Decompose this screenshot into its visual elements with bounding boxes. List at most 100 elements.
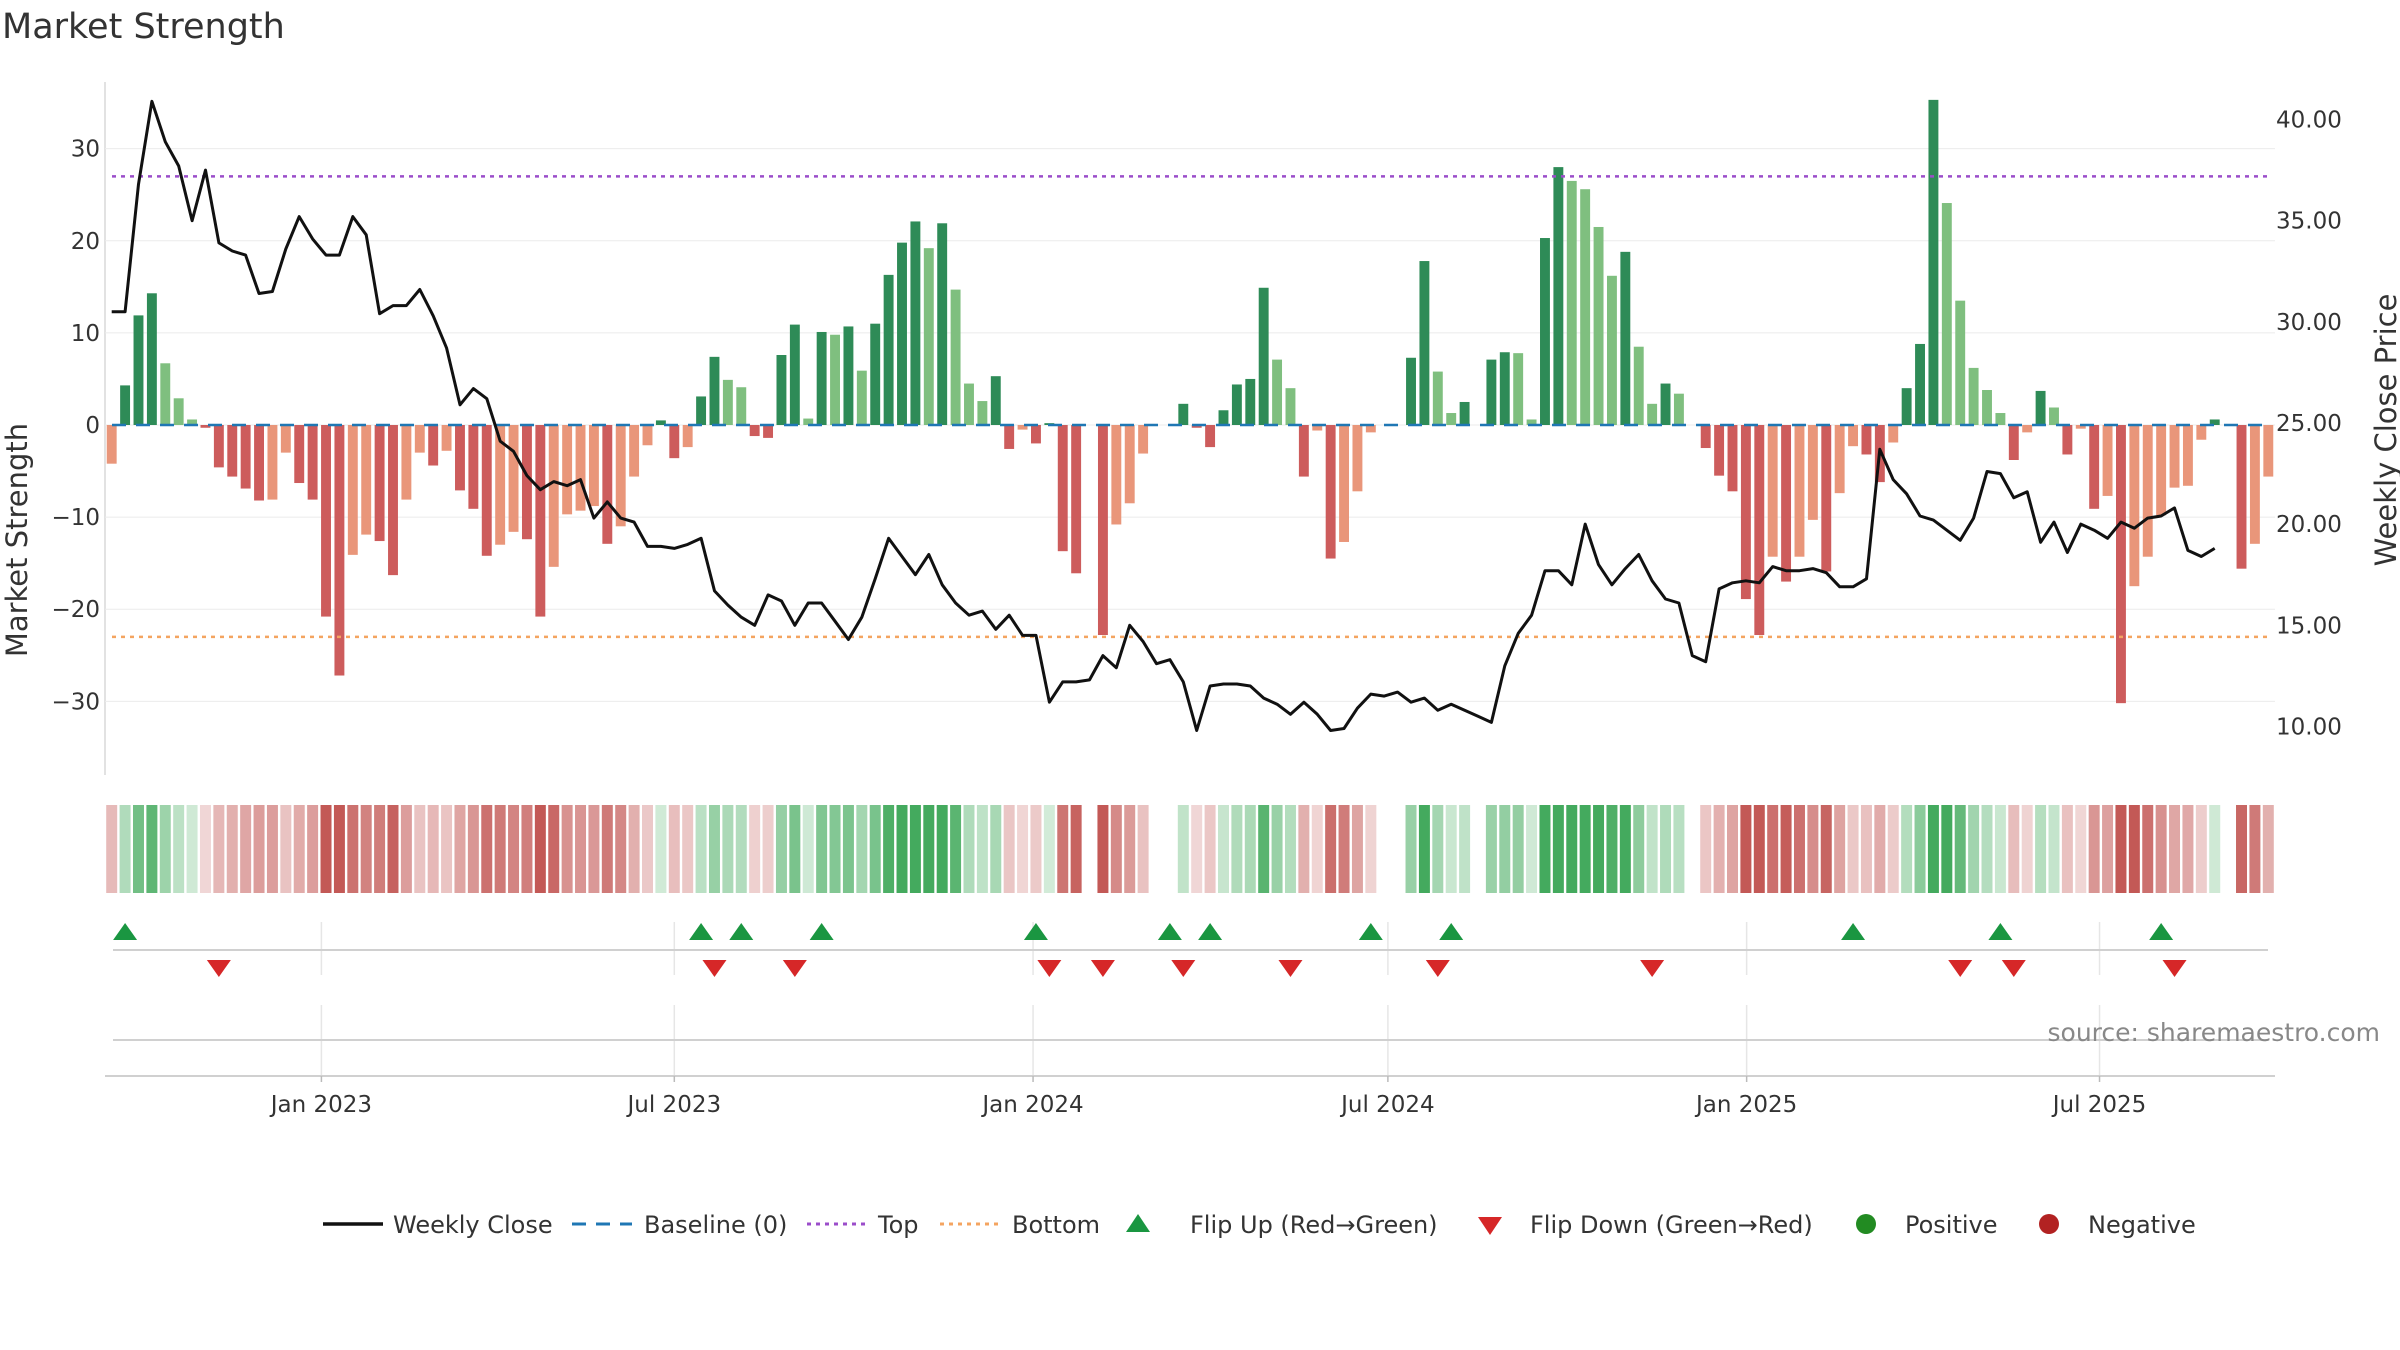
heat-cell xyxy=(159,805,171,893)
heat-cell xyxy=(1137,805,1149,893)
source-note: source: sharemaestro.com xyxy=(2048,1018,2381,1047)
strength-bar xyxy=(2116,425,2126,704)
flip-down-marker xyxy=(1425,960,1450,977)
x-tick-label: Jul 2023 xyxy=(626,1092,722,1118)
heat-cell xyxy=(695,805,707,893)
heat-cell xyxy=(132,805,144,893)
strength-bar xyxy=(441,425,452,451)
heat-cell xyxy=(1566,805,1578,893)
heat-cell xyxy=(856,805,868,893)
heat-cell xyxy=(628,805,640,893)
strength-bar xyxy=(1017,425,1028,430)
heat-cell xyxy=(1874,805,1886,893)
legend-top-label: Top xyxy=(877,1211,919,1239)
heat-cell xyxy=(508,805,520,893)
heat-cell xyxy=(1713,805,1725,893)
heat-cell xyxy=(1418,805,1430,893)
strength-bar xyxy=(2075,425,2086,429)
x-tick-label: Jul 2024 xyxy=(1339,1092,1435,1118)
heat-cell xyxy=(655,805,667,893)
flip-up-marker xyxy=(1988,923,2013,940)
strength-bar xyxy=(1499,352,1510,425)
strength-bar xyxy=(2182,425,2193,486)
heat-cell xyxy=(467,805,479,893)
strength-bar xyxy=(856,370,867,425)
heat-cell xyxy=(119,805,131,893)
heat-cell xyxy=(1097,805,1109,893)
heat-cell xyxy=(615,805,627,893)
strength-bar xyxy=(964,383,974,425)
strength-bar xyxy=(1218,410,1229,425)
heat-cell xyxy=(963,805,975,893)
strength-bar xyxy=(736,387,747,425)
heat-cell xyxy=(2209,805,2221,893)
heat-cell xyxy=(1539,805,1551,893)
strength-bar xyxy=(2102,425,2113,496)
heat-cell xyxy=(1311,805,1323,893)
strength-bar xyxy=(1272,359,1283,425)
heat-cell xyxy=(146,805,158,893)
heat-cell xyxy=(1177,805,1189,893)
heat-cell xyxy=(494,805,506,893)
heat-cell xyxy=(575,805,587,893)
heat-cell xyxy=(1338,805,1350,893)
strength-bar xyxy=(1071,425,1082,574)
strength-bar xyxy=(1205,425,1216,448)
heat-cell xyxy=(1003,805,1015,893)
flip-up-marker xyxy=(729,923,754,940)
y-tick-label: 30 xyxy=(71,137,100,163)
heat-cell xyxy=(2142,805,2154,893)
strength-bar xyxy=(133,315,144,425)
heat-cell xyxy=(1914,805,1926,893)
heat-cell xyxy=(1405,805,1417,893)
strength-bar xyxy=(776,355,787,425)
flip-up-marker xyxy=(1157,923,1182,940)
heat-cell xyxy=(293,805,305,893)
strength-bar xyxy=(213,425,224,468)
strength-bar xyxy=(1995,413,2006,425)
y2-tick-label: 15.00 xyxy=(2276,613,2342,639)
legend-flip-up-label: Flip Up (Red→Green) xyxy=(1190,1211,1438,1239)
flip-up-marker xyxy=(809,923,834,940)
strength-bar xyxy=(160,363,171,425)
heat-cell xyxy=(2236,805,2248,893)
strength-bar xyxy=(2263,425,2274,477)
heat-cell xyxy=(1284,805,1296,893)
heat-cell xyxy=(1070,805,1082,893)
heat-cell xyxy=(642,805,653,893)
strength-bar xyxy=(146,293,157,425)
heat-cell xyxy=(789,805,801,893)
flip-up-marker xyxy=(689,923,714,940)
heat-cell xyxy=(1593,805,1605,893)
heat-cell xyxy=(253,805,265,893)
strength-bar xyxy=(1004,425,1015,449)
strength-bar xyxy=(414,425,425,453)
heat-cell xyxy=(1606,805,1618,893)
heat-cell xyxy=(722,805,734,893)
strength-bar xyxy=(1339,425,1349,542)
strength-bars xyxy=(106,99,2274,704)
strength-bar xyxy=(1968,367,1979,425)
strength-bar xyxy=(1057,425,1068,552)
chart-title: Market Strength xyxy=(2,7,285,47)
strength-bar xyxy=(2169,425,2180,488)
heat-cell xyxy=(1298,805,1310,893)
flip-down-marker xyxy=(1640,960,1665,977)
heat-cell xyxy=(1325,805,1337,893)
heat-cell xyxy=(226,805,238,893)
heat-cell xyxy=(1459,805,1471,893)
strength-bar xyxy=(883,274,894,425)
flip-up-marker xyxy=(1198,923,1223,940)
strength-bar xyxy=(347,425,358,555)
heat-strip xyxy=(106,805,2274,893)
heat-cell xyxy=(1124,805,1136,893)
strength-bar xyxy=(187,419,198,425)
strength-bar xyxy=(307,425,318,500)
legend-flip-down-label: Flip Down (Green→Red) xyxy=(1530,1211,1813,1239)
heat-cell xyxy=(1512,805,1524,893)
strength-bar xyxy=(1566,180,1577,425)
flip-up-marker xyxy=(1023,923,1048,940)
strength-bar xyxy=(508,425,519,532)
heat-cell xyxy=(923,805,935,893)
strength-bar xyxy=(428,425,439,466)
